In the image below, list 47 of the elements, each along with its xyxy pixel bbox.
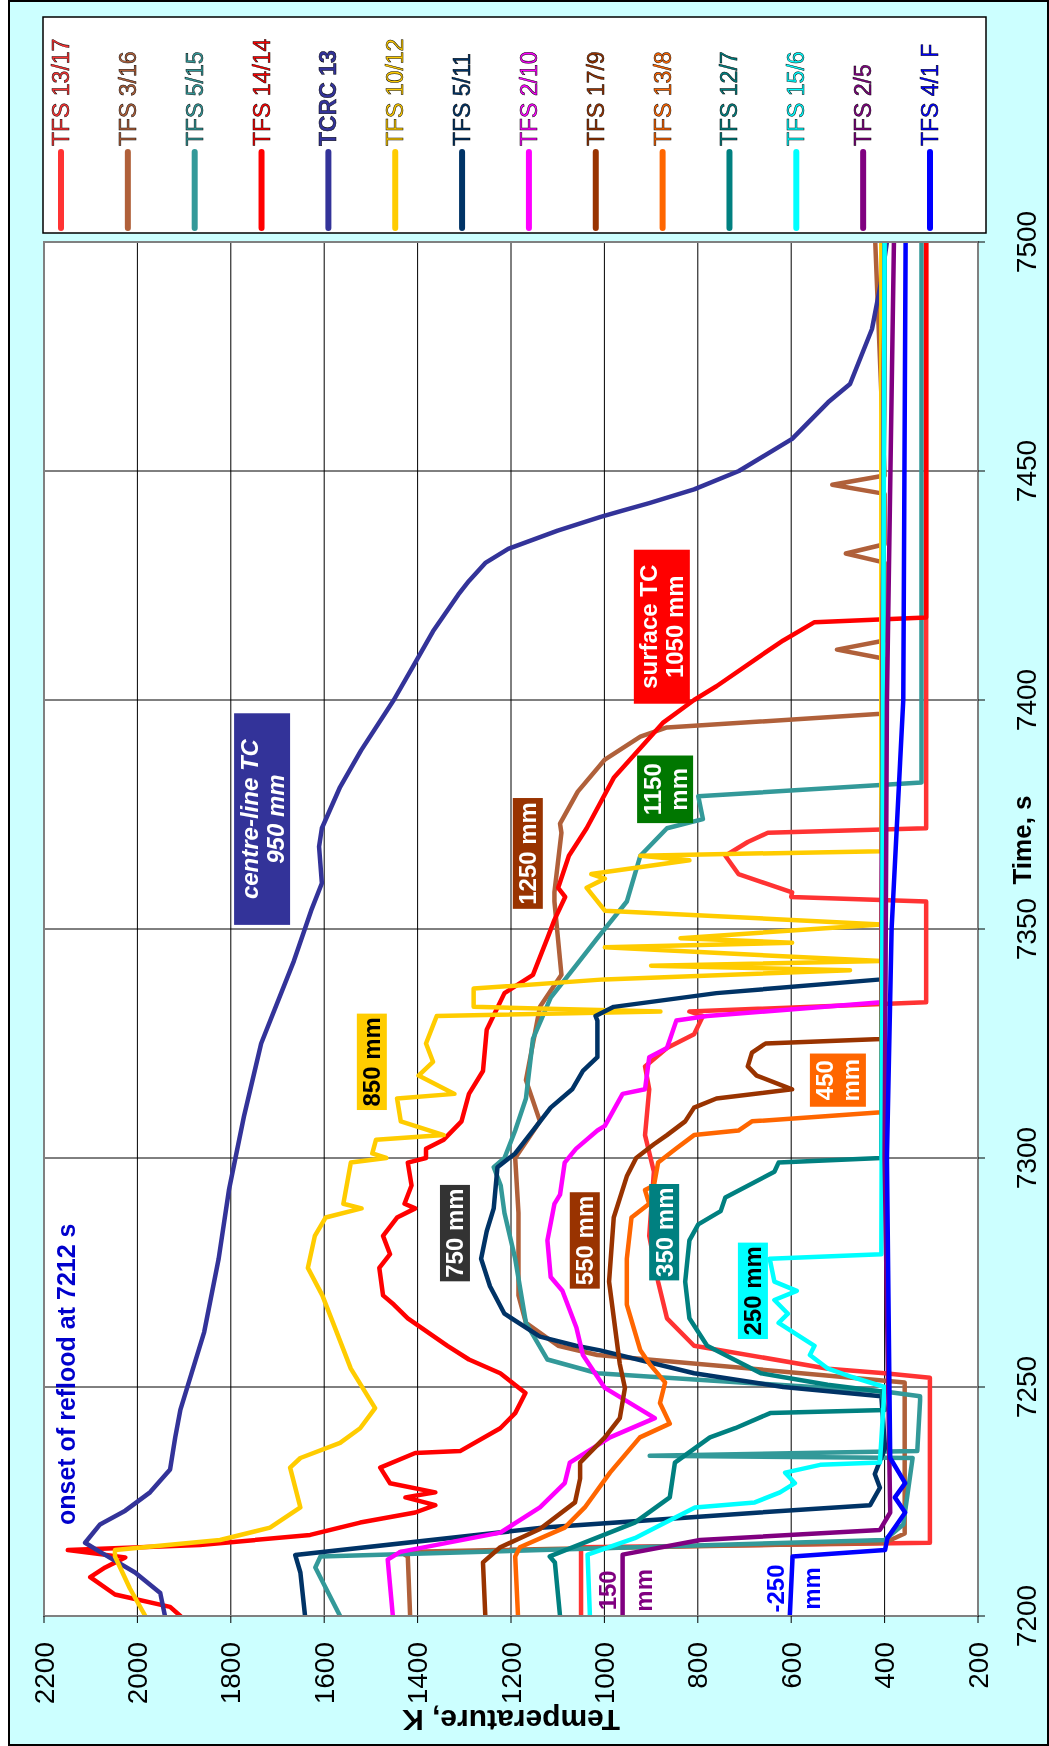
annotation: 1150 mm bbox=[638, 763, 692, 816]
x-tick-label: 1200 bbox=[495, 1642, 527, 1705]
annotation: 250 mm bbox=[739, 1246, 767, 1336]
text: TFS 15/6 bbox=[783, 51, 810, 146]
text: TFS 14/14 bbox=[248, 38, 275, 146]
text: TFS 13/17 bbox=[48, 38, 74, 146]
text: TFS 5/11 bbox=[449, 53, 476, 146]
text: TFS 13/8 bbox=[649, 51, 676, 146]
annotation: -250 mm bbox=[761, 1564, 825, 1613]
y-tick-label: 7500 bbox=[1010, 210, 1042, 274]
y-tick-label: 7200 bbox=[1010, 1584, 1042, 1648]
text: TFS 17/9 bbox=[582, 51, 609, 146]
x-tick-label: 1600 bbox=[308, 1642, 340, 1705]
x-tick-label: 1400 bbox=[402, 1642, 434, 1705]
x-tick-label: 1000 bbox=[588, 1642, 620, 1705]
x-tick-label: 2000 bbox=[121, 1642, 153, 1705]
x-tick-label: 2200 bbox=[28, 1642, 60, 1705]
y-tick-label: 7250 bbox=[1010, 1355, 1042, 1419]
annotation: 550 mm bbox=[571, 1195, 599, 1286]
annotation: 750 mm bbox=[441, 1188, 469, 1278]
y-tick-label: 7300 bbox=[1010, 1126, 1042, 1190]
x-tick-label: 800 bbox=[682, 1642, 714, 1689]
text: TFS 2/10 bbox=[515, 51, 542, 146]
text: TFS 3/16 bbox=[114, 51, 141, 146]
x-tick-label: 600 bbox=[775, 1642, 807, 1689]
y-tick-label: 7400 bbox=[1010, 668, 1042, 732]
x-tick-label: 200 bbox=[962, 1642, 994, 1689]
y-tick-label: 7450 bbox=[1010, 439, 1042, 503]
annotation: surface TC 1050 mm bbox=[635, 564, 689, 689]
x-tick-label: 1800 bbox=[215, 1642, 247, 1705]
x-axis-title: Temperature, K bbox=[401, 1703, 620, 1737]
y-axis-title: Time, s bbox=[1007, 795, 1037, 885]
annotation: 350 mm bbox=[650, 1187, 678, 1277]
annotation: 1250 mm bbox=[514, 802, 542, 905]
text: TCRC 13 bbox=[315, 50, 342, 146]
annotation: 450 mm bbox=[811, 1058, 865, 1102]
annotation: onset of reflood at 7212 s bbox=[52, 1223, 80, 1525]
text: TFS 2/5 bbox=[850, 64, 877, 146]
y-tick-label: 7350 bbox=[1010, 897, 1042, 961]
annotation: 150 mm bbox=[594, 1569, 658, 1612]
text: TFS 12/7 bbox=[716, 51, 743, 146]
x-tick-label: 400 bbox=[869, 1642, 901, 1689]
annotation: 850 mm bbox=[358, 1017, 386, 1107]
text: TFS 4/1 F bbox=[917, 43, 943, 146]
text: TFS 10/12 bbox=[382, 38, 409, 146]
annotation: centre-line TC 950 mm bbox=[235, 738, 289, 900]
text: TFS 5/15 bbox=[181, 51, 208, 146]
